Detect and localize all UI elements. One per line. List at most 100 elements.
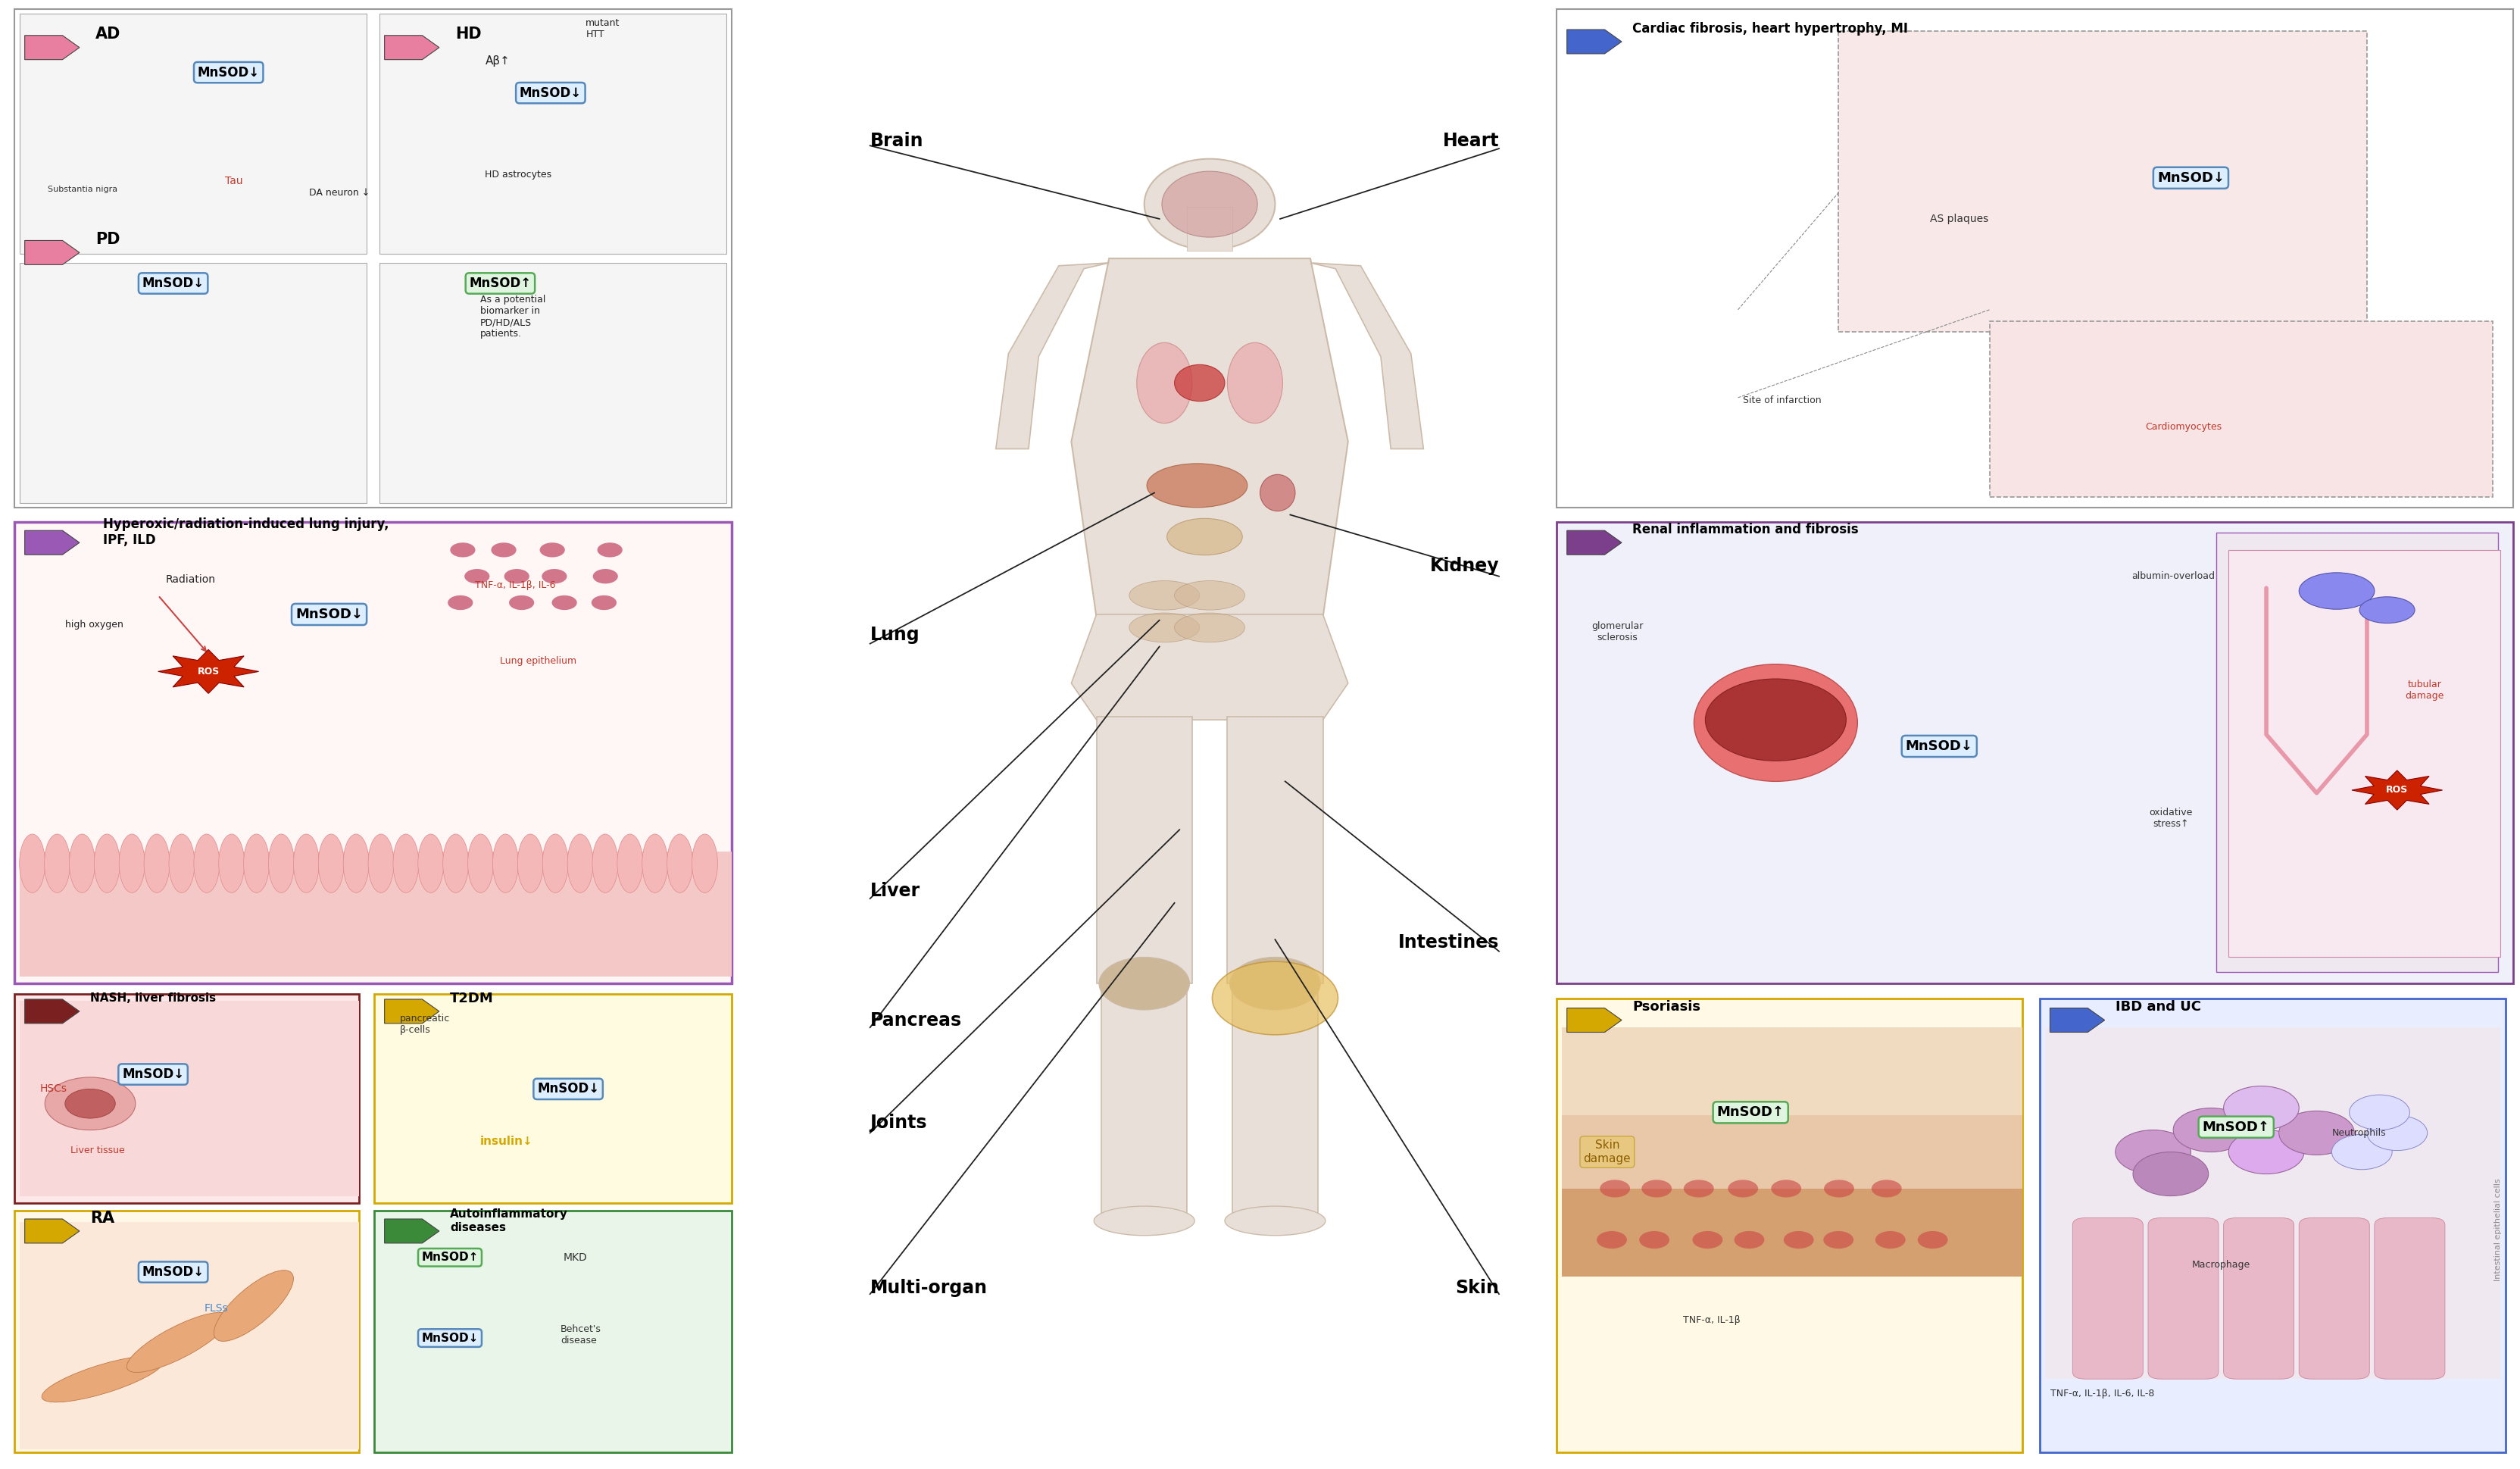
Text: NASH, liver fibrosis: NASH, liver fibrosis [91,993,217,1003]
Text: high oxygen: high oxygen [66,620,123,630]
Bar [15,9,731,507]
Ellipse shape [393,834,418,893]
Bar [1557,521,2512,984]
Bar [1101,981,1187,1218]
Ellipse shape [567,834,592,893]
Circle shape [1230,958,1320,1009]
Ellipse shape [1147,464,1247,507]
Ellipse shape [517,834,544,893]
Text: FLSs: FLSs [204,1303,227,1313]
Circle shape [2278,1111,2354,1155]
Ellipse shape [1144,159,1275,250]
Ellipse shape [1137,342,1192,423]
Circle shape [2172,1108,2248,1152]
Text: Liver tissue: Liver tissue [71,1146,126,1156]
Polygon shape [25,1219,81,1243]
Text: ROS: ROS [197,667,219,676]
Ellipse shape [93,834,121,893]
Ellipse shape [45,834,71,893]
Text: Tau: Tau [224,175,242,187]
Polygon shape [25,999,81,1024]
Circle shape [2366,1115,2427,1150]
Ellipse shape [43,1356,164,1401]
Bar [1096,717,1192,984]
Text: TNF-α, IL-1β, IL-6: TNF-α, IL-1β, IL-6 [476,580,557,591]
Text: Behcet's
disease: Behcet's disease [559,1325,602,1346]
Circle shape [504,569,529,583]
Text: Lung: Lung [869,626,920,643]
Text: PD: PD [96,232,121,247]
Circle shape [1651,1180,1681,1197]
Text: MnSOD↓: MnSOD↓ [141,1265,204,1279]
Circle shape [2132,1152,2208,1196]
Ellipse shape [219,834,244,893]
Polygon shape [386,35,438,60]
Text: albumin-overload: albumin-overload [2132,571,2215,582]
Circle shape [66,1089,116,1118]
Ellipse shape [318,834,345,893]
Text: Renal inflammation and fibrosis: Renal inflammation and fibrosis [1633,523,1860,536]
Text: MnSOD↓: MnSOD↓ [537,1083,600,1096]
Text: Psoriasis: Psoriasis [1633,1000,1701,1014]
Circle shape [1824,1231,1855,1249]
Circle shape [1641,1231,1671,1249]
Circle shape [464,542,489,557]
Text: Substantia nigra: Substantia nigra [48,185,116,194]
Text: Skin: Skin [1454,1279,1499,1297]
Polygon shape [1071,614,1348,720]
Bar [20,852,731,977]
Text: Intestinal epithelial cells: Intestinal epithelial cells [2495,1178,2502,1281]
Text: MnSOD↓: MnSOD↓ [421,1332,479,1344]
Text: ROS: ROS [2386,786,2409,795]
Circle shape [1726,1231,1756,1249]
Ellipse shape [20,834,45,893]
Ellipse shape [169,834,194,893]
Text: MnSOD↓: MnSOD↓ [197,66,260,79]
Circle shape [446,569,471,583]
Circle shape [1595,1231,1625,1249]
Text: pancreatic
β-cells: pancreatic β-cells [401,1014,449,1036]
Bar [1840,31,2366,332]
Ellipse shape [292,834,320,893]
Circle shape [1784,1180,1814,1197]
Circle shape [1822,1180,1852,1197]
Bar [1557,997,2021,1453]
Text: MnSOD↓: MnSOD↓ [121,1068,184,1081]
Circle shape [1099,958,1189,1009]
Circle shape [2114,1130,2190,1174]
Text: Kidney: Kidney [1429,557,1499,576]
Bar [20,1222,360,1450]
Polygon shape [1567,29,1623,54]
Text: Radiation: Radiation [166,574,217,585]
Text: Cardiomyocytes: Cardiomyocytes [2145,422,2223,432]
Ellipse shape [270,834,295,893]
Bar [1562,1115,2021,1188]
Text: Skin
damage: Skin damage [1583,1140,1630,1165]
Bar [1562,1144,2021,1277]
Polygon shape [159,649,260,693]
Bar [1557,9,2512,507]
Text: DA neuron ↓: DA neuron ↓ [310,188,370,197]
Circle shape [1693,1180,1724,1197]
Text: TNF-α, IL-1β: TNF-α, IL-1β [1683,1316,1739,1325]
Polygon shape [2351,770,2442,809]
Ellipse shape [343,834,368,893]
Circle shape [491,542,517,557]
Polygon shape [25,35,81,60]
Circle shape [2331,1134,2391,1169]
Polygon shape [386,1219,438,1243]
Circle shape [1867,1231,1898,1249]
Text: Multi-organ: Multi-organ [869,1279,988,1297]
Circle shape [592,542,617,557]
Ellipse shape [643,834,668,893]
Ellipse shape [1174,613,1245,642]
FancyBboxPatch shape [2071,1218,2142,1379]
Circle shape [1212,962,1338,1034]
Text: MnSOD↑: MnSOD↑ [469,276,532,291]
Ellipse shape [1693,664,1857,782]
Ellipse shape [1174,580,1245,610]
Text: Macrophage: Macrophage [2192,1260,2250,1269]
Polygon shape [2049,1008,2104,1033]
Ellipse shape [194,834,219,893]
Bar [375,993,731,1203]
